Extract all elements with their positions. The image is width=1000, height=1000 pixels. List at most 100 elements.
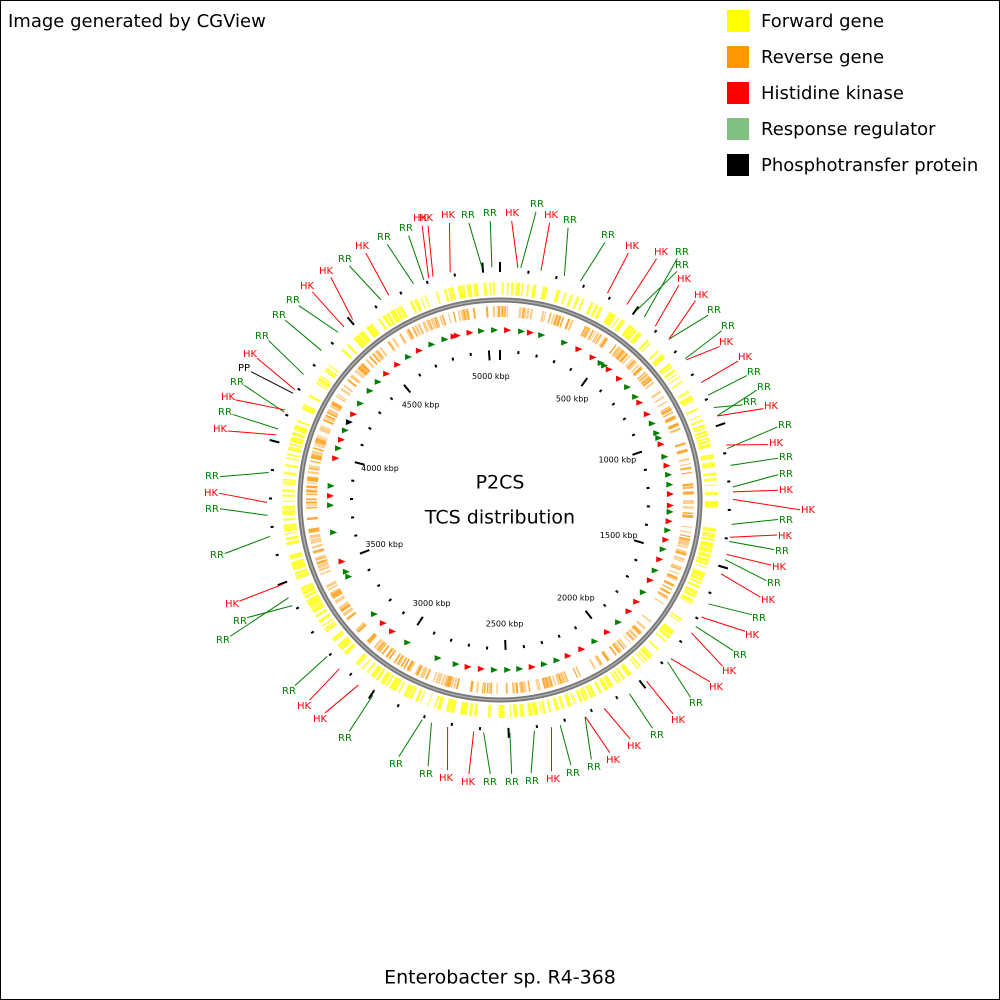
feature-leader	[530, 730, 535, 774]
reverse-gene	[664, 415, 676, 422]
forward-gene	[699, 547, 713, 552]
reverse-gene	[658, 591, 669, 598]
feature-marker	[428, 341, 436, 348]
feature-label: RR	[419, 769, 433, 780]
forward-gene	[599, 677, 609, 691]
feature-marker	[648, 420, 656, 427]
forward-gene	[301, 584, 314, 591]
forward-gene	[469, 283, 473, 298]
forward-gene	[475, 283, 480, 297]
feature-leader	[427, 225, 434, 277]
reverse-gene	[636, 620, 647, 630]
outer-tick	[285, 413, 289, 417]
forward-gene	[304, 590, 318, 599]
reverse-gene	[624, 358, 634, 368]
reverse-gene	[306, 490, 318, 493]
forward-gene	[323, 620, 336, 631]
forward-gene	[635, 653, 645, 664]
reverse-gene	[608, 344, 617, 354]
feature-label: HK	[439, 773, 454, 784]
reverse-gene	[325, 414, 336, 421]
forward-gene	[282, 480, 296, 484]
forward-gene	[328, 364, 340, 374]
forward-gene	[590, 304, 599, 318]
forward-gene	[565, 693, 572, 707]
feature-marker	[656, 556, 664, 563]
feature-label: HK	[213, 424, 228, 435]
feature-marker	[653, 430, 661, 437]
forward-gene	[554, 289, 561, 304]
inner-tick	[449, 638, 453, 642]
forward-gene	[607, 314, 617, 327]
reverse-gene	[677, 541, 689, 547]
reverse-gene	[435, 672, 441, 684]
forward-gene	[624, 327, 635, 339]
forward-gene	[513, 704, 518, 718]
forward-gene	[473, 703, 477, 717]
reverse-gene	[628, 361, 638, 371]
reverse-gene	[308, 464, 321, 470]
inner-tick	[598, 389, 603, 393]
reverse-gene	[595, 334, 603, 345]
forward-gene	[451, 699, 456, 713]
reverse-gene	[583, 327, 590, 338]
reverse-gene	[472, 307, 477, 319]
reverse-gene	[326, 411, 338, 418]
forward-gene	[387, 312, 396, 325]
feature-label: HK	[719, 337, 734, 348]
reverse-gene	[680, 466, 692, 471]
feature-label: HK	[625, 241, 640, 252]
feature-marker	[357, 400, 365, 407]
forward-gene	[450, 287, 457, 301]
forward-gene	[296, 419, 310, 427]
forward-gene	[700, 540, 714, 546]
forward-gene	[444, 288, 449, 302]
feature-marker	[625, 608, 633, 615]
forward-gene	[356, 654, 367, 666]
reverse-gene	[575, 666, 581, 677]
scale-label: 4000 kbp	[361, 464, 399, 473]
scale-label: 2500 kbp	[486, 619, 524, 628]
feature-label: RR	[721, 321, 735, 332]
forward-gene	[620, 664, 631, 677]
forward-gene	[701, 461, 715, 466]
reverse-gene	[632, 624, 642, 635]
outer-tick	[718, 564, 729, 570]
reverse-gene	[338, 602, 350, 610]
outer-tick	[275, 553, 279, 557]
feature-leader	[256, 357, 296, 390]
forward-gene	[702, 463, 716, 469]
feature-marker	[659, 546, 667, 553]
feature-label: HK	[761, 595, 776, 606]
outer-tick	[704, 397, 709, 402]
feature-marker	[441, 336, 449, 343]
feature-label: HK	[225, 599, 240, 610]
feature-marker	[504, 666, 512, 673]
reverse-gene	[357, 623, 367, 633]
feature-label: HK	[319, 266, 334, 277]
feature-leader	[579, 242, 606, 282]
feature-marker	[597, 359, 605, 366]
reverse-gene	[678, 539, 690, 544]
reverse-gene	[654, 395, 665, 404]
outer-tick	[374, 305, 378, 309]
forward-gene	[288, 445, 302, 451]
forward-gene	[439, 696, 445, 710]
forward-gene	[292, 561, 306, 569]
forward-gene	[631, 656, 642, 668]
forward-gene	[461, 701, 467, 715]
feature-leader	[448, 222, 451, 273]
outer-tick	[638, 679, 647, 689]
reverse-gene	[679, 462, 691, 467]
feature-leader	[427, 722, 432, 767]
reverse-gene	[308, 529, 320, 534]
reverse-gene	[414, 324, 422, 336]
reverse-gene	[621, 355, 631, 365]
forward-gene	[324, 369, 336, 379]
reverse-gene	[485, 306, 489, 318]
reverse-gene	[521, 307, 525, 319]
forward-gene	[603, 311, 612, 324]
feature-marker	[350, 411, 358, 418]
outer-tick	[555, 275, 558, 280]
reverse-gene	[358, 365, 369, 375]
